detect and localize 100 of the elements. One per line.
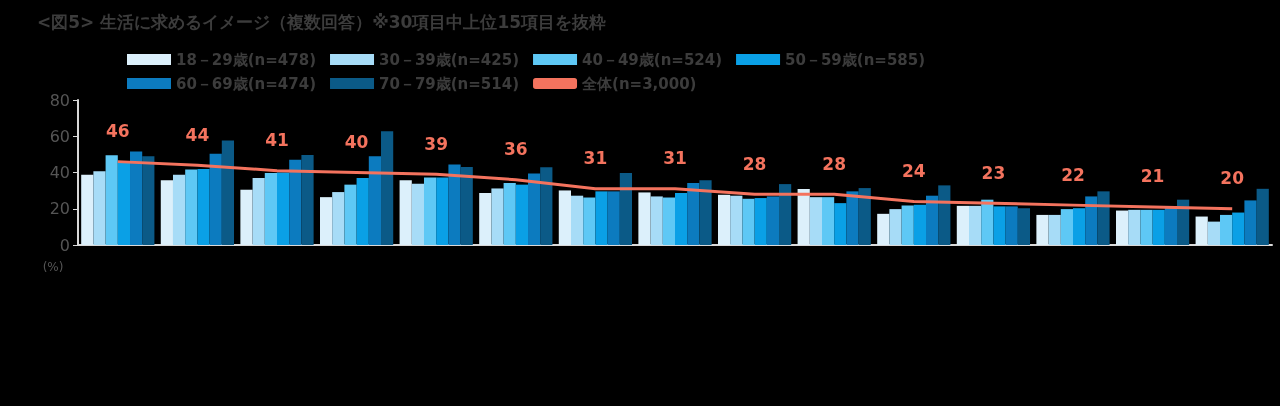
bar xyxy=(901,205,914,245)
bar xyxy=(1115,210,1129,245)
bar xyxy=(968,205,982,245)
bar xyxy=(1128,209,1141,245)
legend-label: 18－29歳(n=478) xyxy=(176,50,317,69)
data-label: 36 xyxy=(503,139,528,160)
bar xyxy=(436,177,449,245)
y-axis-title: (%) xyxy=(42,260,64,274)
data-label: 28 xyxy=(742,153,767,174)
bar xyxy=(479,192,492,245)
bar xyxy=(368,156,382,245)
bar xyxy=(197,168,210,245)
bar xyxy=(264,173,277,245)
bar xyxy=(1060,209,1073,245)
bar xyxy=(460,167,473,245)
bar xyxy=(142,156,155,245)
bar xyxy=(448,164,461,245)
bar xyxy=(938,185,951,245)
bar xyxy=(160,180,173,245)
bar xyxy=(130,151,143,245)
bar xyxy=(1219,214,1233,245)
y-tick-label: 80 xyxy=(49,90,70,110)
y-tick-label: 60 xyxy=(49,126,70,146)
bar xyxy=(797,188,810,245)
bar xyxy=(1085,196,1098,245)
bar xyxy=(1195,216,1208,245)
bar xyxy=(289,159,302,245)
bar xyxy=(889,209,902,245)
bar xyxy=(1036,214,1049,245)
bar xyxy=(93,171,106,245)
y-tick-label: 40 xyxy=(49,163,70,182)
bar xyxy=(809,197,822,245)
bar xyxy=(583,197,596,245)
bar xyxy=(717,194,731,245)
bar xyxy=(675,192,688,245)
bar xyxy=(1048,214,1061,245)
bar xyxy=(105,155,118,245)
bar xyxy=(319,197,333,245)
bar xyxy=(1256,188,1269,245)
bar xyxy=(185,169,198,245)
legend-label: 30－39歳(n=425) xyxy=(379,50,520,69)
y-tick-label: 0 xyxy=(59,235,70,255)
bar xyxy=(638,192,651,245)
legend-label: 全体(n=3,000) xyxy=(581,74,697,93)
bar xyxy=(846,191,859,245)
data-label: 41 xyxy=(265,130,289,151)
bar xyxy=(742,198,755,245)
y-tick-label: 20 xyxy=(49,199,70,219)
bar xyxy=(570,195,584,245)
bar xyxy=(356,177,369,245)
bar xyxy=(766,196,780,245)
data-label: 46 xyxy=(105,121,130,142)
bar xyxy=(252,177,265,245)
bar xyxy=(1017,208,1031,245)
bar xyxy=(1207,221,1220,245)
bar xyxy=(81,174,94,245)
legend-label: 60－69歳(n=474) xyxy=(176,74,317,93)
bar xyxy=(344,184,357,245)
bar xyxy=(277,172,290,245)
data-label: 40 xyxy=(344,132,369,152)
bar xyxy=(540,167,553,245)
bar xyxy=(650,196,663,245)
data-label: 31 xyxy=(583,148,608,169)
chart-title: <図5> 生活に求めるイメージ（複数回答）※30項目中上位15項目を抜粋 xyxy=(37,11,607,32)
data-label: 22 xyxy=(1061,164,1085,185)
bar xyxy=(423,177,437,245)
bar xyxy=(607,191,620,245)
bar xyxy=(913,204,927,245)
bar xyxy=(503,183,516,245)
bar xyxy=(956,205,969,245)
bar xyxy=(981,199,994,245)
bar xyxy=(117,161,131,245)
bar xyxy=(332,192,345,245)
bar xyxy=(877,213,890,245)
bar xyxy=(1073,208,1086,245)
data-label: 24 xyxy=(901,161,926,181)
bar xyxy=(515,184,529,245)
bar xyxy=(411,183,424,245)
data-label: 44 xyxy=(185,124,210,145)
legend-label: 50－59歳(n=585) xyxy=(785,50,926,69)
bar xyxy=(993,206,1006,245)
data-label: 23 xyxy=(981,162,1006,183)
bar xyxy=(1244,200,1257,245)
bar xyxy=(491,188,504,245)
bar xyxy=(558,190,571,245)
bar xyxy=(1232,212,1245,245)
bar xyxy=(926,195,939,245)
bar xyxy=(1152,209,1165,245)
bar xyxy=(209,153,222,245)
data-label: 39 xyxy=(424,133,449,154)
bar xyxy=(730,195,743,245)
legend-label: 70－79歳(n=514) xyxy=(379,74,520,93)
bar xyxy=(821,197,835,245)
bar xyxy=(1140,209,1153,245)
data-label: 20 xyxy=(1220,168,1245,189)
bar xyxy=(699,180,712,245)
bar xyxy=(1164,206,1178,245)
bar xyxy=(662,197,675,245)
bar xyxy=(687,183,700,245)
bar xyxy=(595,191,608,245)
